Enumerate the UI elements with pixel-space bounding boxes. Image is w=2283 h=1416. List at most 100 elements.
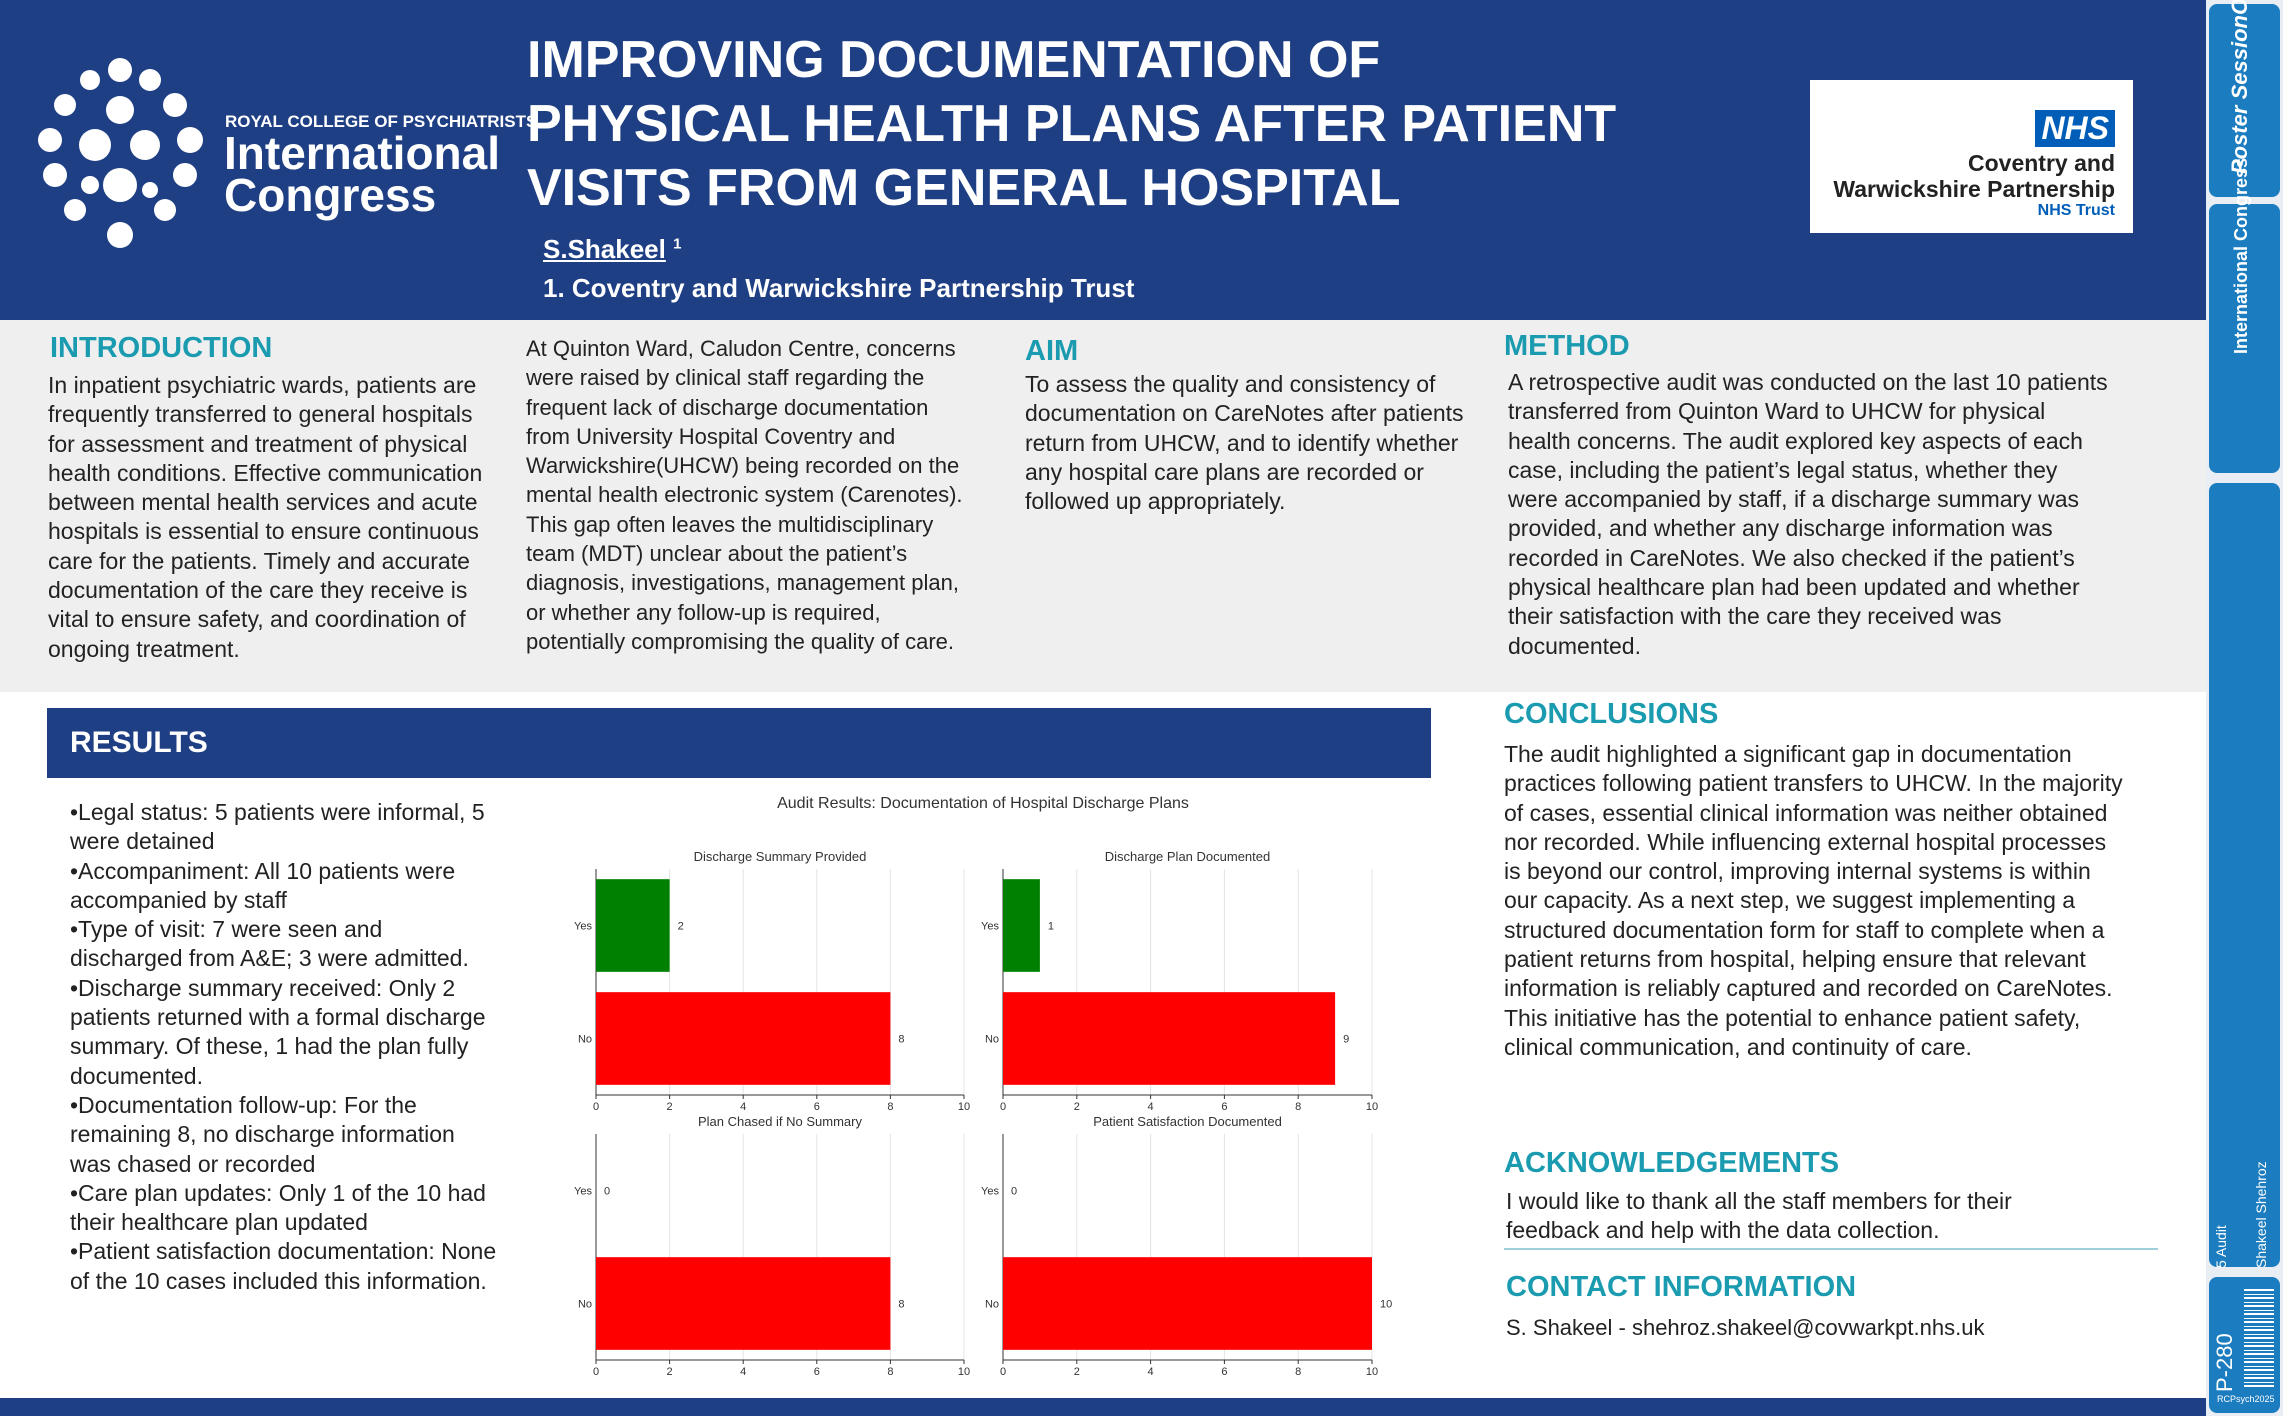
author-sup: 1 [673, 235, 682, 253]
paragraph: S. Shakeel - shehroz.shakeel@covwarkpt.n… [1506, 1315, 1985, 1340]
bullet: •Patient satisfaction documentation: Non… [70, 1238, 497, 1294]
bullet: •Legal status: 5 patients were informal,… [70, 799, 485, 855]
x-tick-label: 0 [593, 1101, 599, 1113]
section-heading: CONCLUSIONS [1504, 698, 1719, 730]
bullet: •Discharge summary received: Only 2 pati… [70, 974, 486, 1089]
sidebar-panel: P-280 RCPsych2025 [2209, 1277, 2280, 1413]
paragraph: To assess the quality and consistency of… [1025, 371, 1464, 515]
bar [596, 1257, 891, 1350]
bullet: •Type of visit: 7 were seen and discharg… [70, 916, 469, 972]
data-label: 0 [604, 1186, 610, 1198]
author-name: S.Shakeel [543, 234, 666, 264]
affiliation: 1. Coventry and Warwickshire Partnership… [543, 273, 1135, 303]
x-tick-label: 4 [740, 1366, 746, 1378]
sidebar-congress: International Congress [2231, 157, 2251, 354]
x-tick-label: 6 [814, 1101, 820, 1113]
paragraph: The audit highlighted a significant gap … [1504, 741, 2123, 1060]
subplot-title: Discharge Plan Documented [1105, 849, 1270, 864]
section-heading: CONTACT INFORMATION [1506, 1271, 1857, 1303]
x-tick-label: 4 [1148, 1366, 1154, 1378]
subplot-title: Patient Satisfaction Documented [1093, 1114, 1282, 1129]
subplot-title: Plan Chased if No Summary [698, 1114, 863, 1129]
chart-title: Audit Results: Documentation of Hospital… [777, 795, 1189, 812]
paragraph: I would like to thank all the staff memb… [1506, 1188, 2012, 1244]
y-tick-label: Yes [981, 921, 999, 933]
sidebar-panel: 5 Audit Shakeel Shehroz [2209, 483, 2280, 1268]
poster-id: P-280 [2212, 1333, 2237, 1392]
org-name: Congress [224, 169, 437, 221]
bullet: •Documentation follow-up: For the remain… [70, 1091, 455, 1177]
author: S.Shakeel 1 [543, 234, 681, 265]
nhs-badge: NHS [2035, 110, 2115, 147]
x-tick-label: 10 [1366, 1366, 1378, 1378]
data-label: 9 [1343, 1034, 1349, 1046]
x-tick-label: 10 [1366, 1101, 1378, 1113]
bar [596, 879, 670, 972]
x-tick-label: 10 [958, 1366, 970, 1378]
data-label: 8 [898, 1299, 904, 1311]
poster-title: PHYSICAL HEALTH PLANS AFTER PATIENT [527, 95, 1617, 153]
x-tick-label: 6 [814, 1366, 820, 1378]
data-label: 8 [898, 1034, 904, 1046]
bullet: •Accompaniment: All 10 patients were acc… [70, 857, 456, 913]
sidebar-panel: International Congress [2209, 158, 2280, 473]
paragraph: In inpatient psychiatric wards, patients… [48, 372, 483, 662]
results-list: •Legal status: 5 patients were informal,… [70, 798, 500, 1296]
sidebar-brand: Poster SessionOnline [2227, 0, 2252, 174]
bar [596, 992, 891, 1085]
x-tick-label: 4 [740, 1101, 746, 1113]
x-tick-label: 2 [667, 1366, 673, 1378]
data-label: 10 [1380, 1299, 1392, 1311]
x-tick-label: 8 [887, 1366, 893, 1378]
bullet: •Care plan updates: Only 1 of the 10 had… [70, 1179, 486, 1236]
x-tick-label: 2 [1074, 1366, 1080, 1378]
partner-name: Warwickshire Partnership [1833, 176, 2115, 202]
section-heading: AIM [1025, 335, 1079, 367]
divider [1504, 1248, 2158, 1250]
partner-name: Coventry and [1968, 150, 2115, 176]
x-tick-label: 4 [1148, 1101, 1154, 1113]
section-heading: METHOD [1504, 330, 1630, 362]
results-banner [47, 708, 1431, 778]
y-tick-label: Yes [981, 1186, 999, 1198]
x-tick-label: 8 [1295, 1366, 1301, 1378]
x-tick-label: 6 [1221, 1366, 1227, 1378]
intro-band [0, 320, 2206, 692]
partner-logo: NHS Coventry and Warwickshire Partnershi… [1810, 80, 2133, 233]
paragraph: A retrospective audit was conducted on t… [1508, 369, 2108, 659]
sidebar-event: RCPsych2025 [2217, 1394, 2275, 1404]
x-tick-label: 0 [1000, 1366, 1006, 1378]
bar [1003, 1257, 1372, 1350]
x-tick-label: 0 [593, 1366, 599, 1378]
x-tick-label: 10 [958, 1101, 970, 1113]
y-tick-label: Yes [574, 921, 592, 933]
data-label: 2 [678, 921, 684, 933]
x-tick-label: 8 [887, 1101, 893, 1113]
data-label: 1 [1048, 921, 1054, 933]
chart: Audit Results: Documentation of Hospital… [574, 795, 1392, 1378]
poster-title: IMPROVING DOCUMENTATION OF [527, 31, 1381, 89]
section-heading: RESULTS [70, 726, 208, 759]
y-tick-label: No [985, 1299, 999, 1311]
sidebar-presenter: Shakeel Shehroz [2253, 1161, 2269, 1268]
bar [1003, 879, 1040, 972]
x-tick-label: 8 [1295, 1101, 1301, 1113]
y-tick-label: Yes [574, 1186, 592, 1198]
poster-title: VISITS FROM GENERAL HOSPITAL [527, 159, 1401, 217]
org-line: ROYAL COLLEGE OF PSYCHIATRISTS [225, 112, 538, 131]
subplot-title: Discharge Summary Provided [694, 849, 867, 864]
sidebar-panel: Poster SessionOnline [2209, 0, 2280, 197]
section-heading: ACKNOWLEDGEMENTS [1504, 1147, 1840, 1179]
barcode [2244, 1287, 2274, 1387]
data-label: 0 [1011, 1186, 1017, 1198]
x-tick-label: 0 [1000, 1101, 1006, 1113]
x-tick-label: 2 [1074, 1101, 1080, 1113]
paragraph: At Quinton Ward, Caludon Centre, concern… [526, 336, 963, 654]
y-tick-label: No [985, 1034, 999, 1046]
x-tick-label: 2 [667, 1101, 673, 1113]
logo-mark [38, 58, 203, 248]
bar [1003, 992, 1336, 1085]
y-tick-label: No [578, 1299, 592, 1311]
partner-name: NHS Trust [2037, 202, 2115, 219]
